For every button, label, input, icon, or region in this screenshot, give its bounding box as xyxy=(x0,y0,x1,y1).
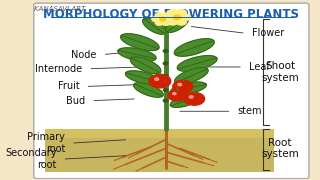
Circle shape xyxy=(184,93,204,105)
Circle shape xyxy=(163,50,168,52)
Text: Secondary
root: Secondary root xyxy=(5,148,57,170)
Text: KANASAVI ART: KANASAVI ART xyxy=(34,6,85,12)
Circle shape xyxy=(173,15,181,20)
Circle shape xyxy=(149,74,171,88)
Circle shape xyxy=(163,99,168,102)
Circle shape xyxy=(160,17,166,21)
Circle shape xyxy=(155,13,163,18)
Circle shape xyxy=(166,17,174,22)
Polygon shape xyxy=(170,94,201,107)
Circle shape xyxy=(181,14,191,21)
Circle shape xyxy=(162,13,170,18)
Circle shape xyxy=(164,14,173,21)
Polygon shape xyxy=(175,68,208,84)
Polygon shape xyxy=(177,56,217,71)
Polygon shape xyxy=(174,39,214,56)
Circle shape xyxy=(168,10,178,16)
Circle shape xyxy=(173,93,176,95)
Polygon shape xyxy=(171,82,206,94)
Text: Leaf: Leaf xyxy=(249,62,269,72)
FancyBboxPatch shape xyxy=(34,3,309,179)
Polygon shape xyxy=(121,34,159,51)
Text: stem: stem xyxy=(237,106,262,116)
Text: Primary
root: Primary root xyxy=(28,132,65,154)
Circle shape xyxy=(176,10,186,16)
Text: Shoot
system: Shoot system xyxy=(261,62,299,83)
Polygon shape xyxy=(165,16,188,32)
Text: Fruit: Fruit xyxy=(58,82,80,91)
Polygon shape xyxy=(118,48,156,61)
Polygon shape xyxy=(125,71,160,84)
Circle shape xyxy=(155,20,163,25)
Circle shape xyxy=(176,19,186,25)
Circle shape xyxy=(168,19,178,25)
Text: Flower: Flower xyxy=(252,28,284,38)
Bar xyxy=(45,129,275,172)
Polygon shape xyxy=(134,83,163,97)
Circle shape xyxy=(189,96,193,98)
Circle shape xyxy=(155,78,159,80)
Text: Bud: Bud xyxy=(66,96,85,106)
Circle shape xyxy=(173,80,193,93)
Circle shape xyxy=(163,89,168,91)
Circle shape xyxy=(152,17,160,22)
Circle shape xyxy=(178,84,182,86)
Circle shape xyxy=(163,74,168,77)
Circle shape xyxy=(168,90,186,101)
Text: Root
system: Root system xyxy=(261,138,299,159)
Text: MORPHOLOGY OF FLOWERING PLANTS: MORPHOLOGY OF FLOWERING PLANTS xyxy=(43,8,299,21)
Circle shape xyxy=(163,62,168,65)
Text: Node: Node xyxy=(71,50,97,60)
Polygon shape xyxy=(130,57,161,74)
Text: Internode: Internode xyxy=(36,64,83,74)
Circle shape xyxy=(162,20,170,25)
Bar xyxy=(45,129,275,138)
Polygon shape xyxy=(143,18,166,34)
